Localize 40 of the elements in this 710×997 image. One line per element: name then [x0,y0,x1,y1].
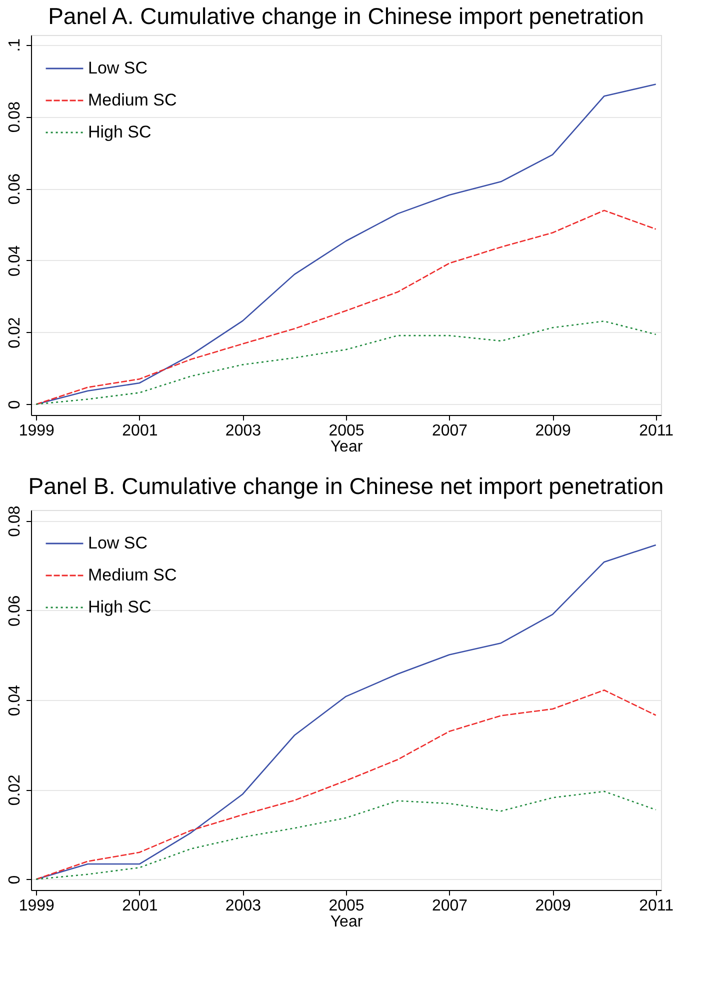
line-series [36,84,656,405]
y-tick-label: 0.02 [6,317,24,348]
y-tick-label: 0.06 [6,595,24,626]
x-tick-label: 2003 [225,898,262,914]
y-tick-label: 0 [6,400,24,410]
x-tick-label: 2005 [328,898,364,914]
x-tick-label: 1999 [18,898,55,914]
x-tick-label: 2011 [639,898,674,914]
x-tick-label: 2009 [535,898,571,914]
y-tick-label: 0.08 [6,506,24,537]
line-series [36,320,656,405]
x-tick-label: 2003 [225,422,262,440]
legend-label: Low SC [88,58,148,78]
legend-label: Low SC [88,534,148,552]
x-tick-label: 2007 [432,422,468,440]
y-tick-label: .1 [6,38,24,52]
legend-label: Medium SC [88,90,177,110]
x-tick-label: 2009 [535,422,571,440]
x-axis-title: Year [330,438,364,456]
x-tick-label: 2001 [122,898,158,914]
x-tick-label: 2005 [328,422,364,440]
y-tick-label: 0 [6,875,24,884]
line-series [36,790,656,880]
legend-label: Medium SC [88,566,177,584]
chart-title: Panel B. Cumulative change in Chinese net import penetration [28,473,664,500]
x-tick-label: 2001 [122,422,158,440]
y-tick-label: 0.08 [6,101,24,133]
x-tick-label: 2011 [639,422,674,440]
y-tick-label: 0.02 [6,774,24,806]
chart-title: Panel A. Cumulative change in Chinese import penetration [48,3,644,29]
legend-label: High SC [88,122,152,142]
line-series [36,689,656,880]
y-tick-label: 0.04 [6,245,24,276]
line-series [36,210,656,405]
y-tick-label: 0.06 [6,173,24,205]
x-axis-title: Year [330,914,364,930]
x-tick-label: 2007 [432,898,468,914]
legend-label: High SC [88,598,152,616]
x-tick-label: 1999 [18,422,55,440]
y-tick-label: 0.04 [6,684,24,716]
